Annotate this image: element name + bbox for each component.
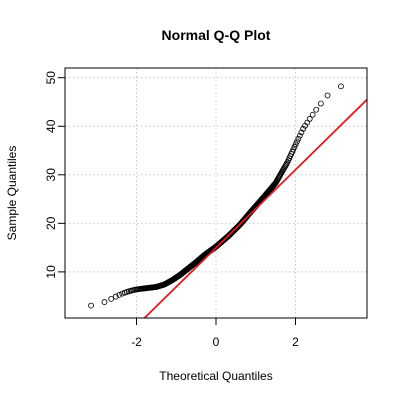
y-tick-label: 30 (44, 168, 58, 182)
qq-point (298, 129, 305, 136)
qq-point (306, 116, 313, 122)
x-tick-label: 0 (213, 335, 220, 349)
grid-lines (65, 68, 367, 318)
qq-point (309, 111, 316, 118)
x-tick-label: -2 (131, 335, 142, 349)
qq-point (295, 135, 302, 142)
qq-point (324, 92, 331, 99)
qq-point (296, 132, 303, 139)
x-axis-label: Theoretical Quantiles (159, 369, 272, 383)
y-tick-label: 20 (44, 216, 58, 230)
y-axis: 10 20 30 40 50 (44, 71, 66, 279)
x-axis: -2 0 2 (131, 317, 299, 349)
qq-point (313, 106, 320, 113)
y-tick-label: 40 (44, 119, 58, 133)
qq-point (317, 100, 324, 107)
sample-points (88, 83, 344, 309)
qq-point (292, 141, 299, 148)
qq-point (283, 160, 290, 167)
qq-point (294, 138, 300, 145)
qq-point (116, 291, 123, 298)
y-tick-label: 10 (44, 265, 58, 279)
y-axis-label: Sample Quantiles (5, 146, 19, 241)
qq-point (101, 299, 108, 305)
chart-title: Normal Q-Q Plot (162, 27, 271, 43)
x-tick-label: 2 (292, 335, 299, 349)
qq-point (338, 83, 344, 90)
qq-point (88, 302, 94, 309)
qq-point (300, 125, 307, 132)
qq-point (112, 293, 119, 300)
y-tick-label: 50 (44, 71, 58, 85)
qq-point (291, 144, 298, 150)
qq-point (283, 162, 289, 168)
reference-line (143, 98, 368, 319)
qq-point (108, 295, 115, 302)
